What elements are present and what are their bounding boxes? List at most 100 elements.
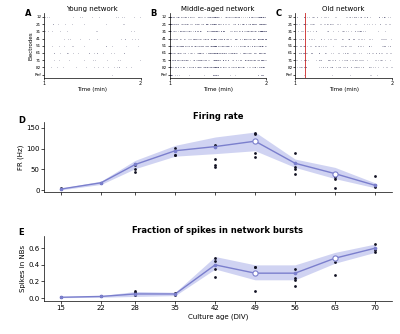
Point [301, 21, 308, 27]
Point [180, 57, 186, 63]
Point [192, 21, 198, 27]
Point [355, 43, 361, 48]
Point [353, 57, 359, 63]
Point [349, 14, 355, 20]
Point [210, 72, 216, 77]
Point [174, 57, 180, 63]
Point [172, 148, 178, 153]
Point [262, 14, 268, 20]
Point [174, 14, 181, 20]
Point [216, 14, 222, 20]
Point [228, 65, 235, 70]
Point [240, 36, 247, 41]
Point [302, 29, 308, 34]
Point [58, 295, 64, 300]
Point [228, 14, 234, 20]
Point [209, 72, 216, 77]
Point [213, 43, 219, 48]
Point [168, 36, 174, 41]
Point [182, 14, 188, 20]
Point [347, 14, 353, 20]
Point [215, 57, 222, 63]
Point [301, 14, 308, 20]
Point [185, 14, 191, 20]
Point [180, 21, 186, 27]
Point [166, 50, 173, 56]
Point [335, 65, 342, 70]
Point [242, 29, 249, 34]
Point [166, 72, 173, 77]
Point [182, 29, 188, 34]
Point [245, 29, 252, 34]
Point [370, 65, 376, 70]
Point [214, 50, 220, 56]
Point [362, 29, 368, 34]
Point [294, 43, 300, 48]
Point [379, 57, 386, 63]
Point [228, 50, 234, 56]
Point [182, 21, 188, 27]
Point [383, 50, 390, 56]
Point [214, 29, 220, 34]
Point [180, 29, 186, 34]
Point [220, 65, 226, 70]
Point [256, 36, 263, 41]
Point [219, 65, 226, 70]
Point [294, 21, 300, 27]
Point [257, 29, 263, 34]
Point [64, 50, 70, 56]
Point [241, 36, 247, 41]
Point [196, 36, 203, 41]
Point [202, 36, 208, 41]
Point [188, 50, 194, 56]
Point [171, 50, 177, 56]
Point [194, 57, 200, 63]
Point [214, 21, 221, 27]
Point [341, 57, 347, 63]
Point [247, 14, 254, 20]
Point [350, 50, 356, 56]
Point [184, 21, 190, 27]
Point [183, 14, 190, 20]
Point [170, 65, 176, 70]
Point [360, 36, 367, 41]
Point [92, 57, 98, 63]
Point [260, 65, 266, 70]
Point [178, 57, 184, 63]
Point [300, 29, 306, 34]
Point [344, 57, 350, 63]
Point [358, 29, 364, 34]
Point [210, 36, 216, 41]
Point [330, 21, 336, 27]
Point [212, 165, 218, 170]
Point [209, 43, 216, 48]
Point [209, 14, 215, 20]
Point [170, 21, 176, 27]
Point [211, 29, 217, 34]
Point [198, 29, 204, 34]
Point [254, 14, 261, 20]
Point [223, 36, 229, 41]
Point [263, 21, 270, 27]
Point [66, 57, 72, 63]
Point [171, 43, 178, 48]
Point [252, 43, 259, 48]
Point [252, 130, 258, 136]
Y-axis label: Spikes in NBs: Spikes in NBs [20, 244, 26, 292]
Point [259, 21, 266, 27]
Point [261, 21, 267, 27]
Point [259, 65, 266, 70]
Point [212, 50, 219, 56]
Point [212, 21, 218, 27]
Point [178, 14, 184, 20]
Point [293, 57, 299, 63]
Point [302, 65, 308, 70]
Point [168, 43, 174, 48]
Point [384, 50, 390, 56]
Point [213, 29, 219, 34]
Point [172, 292, 178, 298]
Point [255, 57, 262, 63]
Point [293, 36, 300, 41]
Point [205, 36, 212, 41]
Point [251, 36, 257, 41]
